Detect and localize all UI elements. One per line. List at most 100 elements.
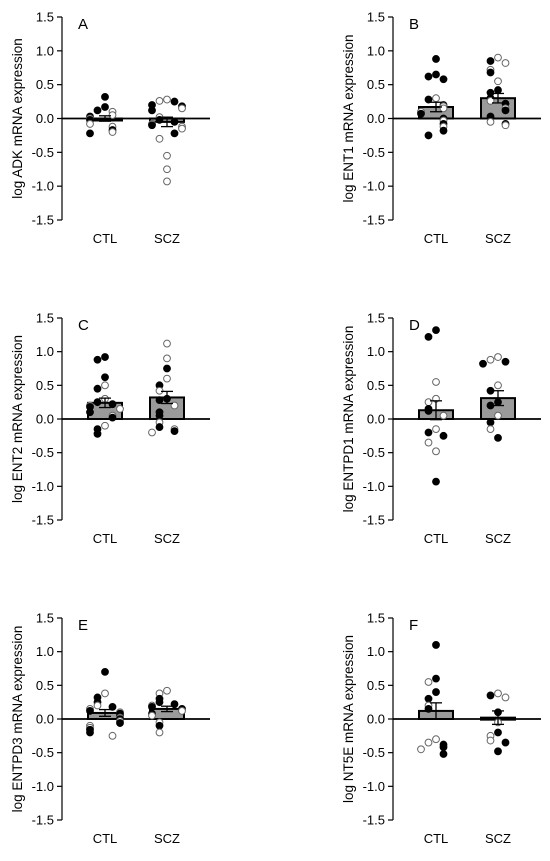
data-point xyxy=(417,109,425,118)
data-point xyxy=(148,121,156,130)
y-tick-label: -0.5 xyxy=(363,445,385,460)
data-point xyxy=(424,398,433,407)
panel-b: 1.5 1.0 0.5 0.0 -0.5 -1.0 -1.5 log ENT1 mRNA ex… xyxy=(341,10,541,246)
data-point xyxy=(86,408,94,417)
x-category-label: CTL xyxy=(424,531,449,546)
data-point xyxy=(494,86,502,94)
data-point xyxy=(93,355,102,364)
data-point xyxy=(163,339,171,348)
data-point xyxy=(486,691,495,700)
data-point xyxy=(432,641,440,649)
data-point xyxy=(116,719,124,727)
y-tick-label: -1.0 xyxy=(363,179,385,194)
data-point xyxy=(163,165,171,174)
data-point xyxy=(486,355,495,364)
data-point xyxy=(163,686,171,695)
x-category-label: CTL xyxy=(93,231,118,246)
x-category-label: SCZ xyxy=(485,231,511,246)
x-category-label: SCZ xyxy=(485,531,511,546)
data-point xyxy=(424,72,433,81)
data-point xyxy=(108,731,117,740)
y-tick-label: -0.5 xyxy=(32,445,54,460)
data-point xyxy=(178,104,186,113)
y-tick-label: 1.0 xyxy=(36,644,54,659)
x-category-label: SCZ xyxy=(154,831,180,846)
x-category-label: SCZ xyxy=(154,531,180,546)
data-point xyxy=(170,97,179,106)
y-tick-label: 0.5 xyxy=(36,678,54,693)
data-point xyxy=(101,689,109,698)
y-tick-label: -0.5 xyxy=(32,745,54,760)
data-point xyxy=(108,400,117,409)
data-point xyxy=(163,151,171,160)
data-point xyxy=(424,428,433,437)
data-point xyxy=(432,55,440,63)
data-point xyxy=(86,120,94,128)
data-point xyxy=(424,95,433,104)
data-point xyxy=(501,357,510,366)
data-point xyxy=(432,688,440,696)
panel-letter: B xyxy=(409,16,419,33)
y-tick-label: 1.5 xyxy=(36,10,54,25)
data-point xyxy=(432,378,440,386)
data-point xyxy=(93,106,102,115)
data-point xyxy=(432,326,440,335)
data-point xyxy=(163,177,171,186)
y-tick-label: -1.0 xyxy=(363,779,385,794)
data-point xyxy=(494,77,502,86)
data-point xyxy=(86,728,94,737)
data-point xyxy=(86,129,94,138)
data-point xyxy=(101,92,109,101)
data-point xyxy=(486,68,495,77)
data-point xyxy=(163,95,171,104)
x-category-label: SCZ xyxy=(154,231,180,246)
data-point xyxy=(163,354,171,363)
panel-letter: E xyxy=(78,617,88,634)
x-category-label: CTL xyxy=(424,831,449,846)
y-tick-label: 0.0 xyxy=(367,111,385,126)
data-point xyxy=(148,711,156,720)
data-point xyxy=(170,129,179,138)
panel-letter: C xyxy=(78,317,89,334)
data-point xyxy=(432,674,440,683)
panel-letter: D xyxy=(409,317,420,334)
y-tick-label: 0.0 xyxy=(36,111,54,126)
panel-c: 1.5 1.0 0.5 0.0 -0.5 -1.0 -1.5 log ENT2 mRNA ex… xyxy=(10,311,210,546)
data-point xyxy=(432,70,440,79)
y-tick-label: -1.5 xyxy=(32,213,54,228)
y-tick-label: 1.5 xyxy=(367,311,385,326)
y-tick-label: 0.0 xyxy=(36,712,54,727)
panel-letter: A xyxy=(78,16,88,33)
data-point xyxy=(424,438,433,447)
data-point xyxy=(439,750,448,758)
y-tick-label: 0.5 xyxy=(367,77,385,92)
y-tick-label: 1.0 xyxy=(36,43,54,58)
y-tick-label: 1.5 xyxy=(36,611,54,626)
data-point xyxy=(178,124,186,133)
data-point xyxy=(424,694,433,703)
data-point xyxy=(486,418,495,427)
data-point xyxy=(439,104,448,113)
data-point xyxy=(432,735,440,744)
data-point xyxy=(486,425,495,434)
panel-letter: F xyxy=(409,617,418,634)
data-point xyxy=(148,428,156,437)
data-point xyxy=(439,411,448,420)
y-tick-label: 0.5 xyxy=(36,77,54,92)
x-category-label: SCZ xyxy=(485,831,511,846)
data-point xyxy=(432,425,440,434)
y-tick-label: 1.0 xyxy=(36,344,54,359)
data-point xyxy=(93,701,102,710)
data-point xyxy=(417,745,425,754)
data-point xyxy=(101,421,109,430)
y-tick-label: -1.0 xyxy=(363,479,385,494)
data-point xyxy=(494,381,502,390)
data-point xyxy=(424,678,433,686)
data-point xyxy=(93,429,102,438)
data-point xyxy=(163,364,171,373)
data-point xyxy=(163,374,171,383)
y-tick-label: -1.5 xyxy=(32,813,54,828)
data-point xyxy=(101,353,109,361)
y-tick-label: -1.0 xyxy=(32,779,54,794)
